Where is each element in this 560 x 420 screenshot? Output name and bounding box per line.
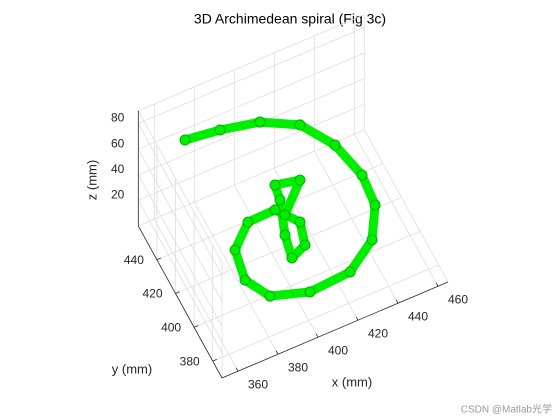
point <box>356 169 368 181</box>
grid-line <box>273 167 359 321</box>
x-tick-label: 440 <box>408 309 428 323</box>
grid-line <box>137 200 223 353</box>
tick-mark <box>193 325 199 328</box>
box-edge <box>138 129 365 227</box>
z-tick-label: 20 <box>111 187 125 201</box>
tick-mark <box>212 359 217 362</box>
chart-title: 3D Archimedean spiral (Fig 3c) <box>194 11 386 27</box>
box-edge <box>138 14 365 112</box>
y-tick-label: 420 <box>142 287 162 301</box>
x-tick-label: 460 <box>448 292 468 306</box>
point <box>294 174 306 186</box>
point <box>264 290 276 302</box>
point <box>294 216 306 228</box>
x-axis-label: x (mm) <box>332 374 372 389</box>
box-edge <box>137 110 223 263</box>
tick-mark <box>435 282 439 287</box>
point <box>299 239 311 251</box>
grid-line <box>233 184 319 338</box>
point <box>179 134 191 146</box>
y-tick-label: 440 <box>124 253 144 267</box>
box-edge <box>363 129 449 283</box>
point <box>279 209 291 221</box>
x-tick-label: 420 <box>368 326 388 340</box>
grid-line <box>137 123 223 276</box>
point <box>269 204 281 216</box>
point <box>286 252 298 264</box>
x-tick-label: 360 <box>248 377 268 391</box>
point <box>274 194 286 206</box>
x-tick-label: 400 <box>328 343 348 357</box>
point <box>294 119 306 131</box>
grid-line <box>193 201 279 355</box>
tick-mark <box>175 291 180 294</box>
point <box>214 124 226 136</box>
grid-line <box>212 264 439 362</box>
point <box>304 286 316 298</box>
tick-mark <box>315 333 319 338</box>
z-tick-label: 80 <box>111 111 125 125</box>
point <box>239 274 251 286</box>
z-axis-label: z (mm) <box>84 160 99 200</box>
tick-mark <box>275 350 279 355</box>
point <box>369 199 381 211</box>
z-tick-label: 60 <box>111 136 125 150</box>
grid-line <box>313 150 399 304</box>
point <box>269 179 281 191</box>
grid-line <box>193 230 421 328</box>
point <box>242 216 254 228</box>
grid-line <box>137 174 223 327</box>
point <box>344 266 356 278</box>
y-axis <box>137 225 223 379</box>
z-tick-label: 40 <box>111 162 125 176</box>
point <box>254 116 266 128</box>
tick-mark <box>156 257 162 261</box>
tick-mark <box>355 316 359 321</box>
x-axis <box>221 281 449 379</box>
y-tick-label: 380 <box>180 354 200 368</box>
y-tick-label: 400 <box>161 320 181 334</box>
grid-line <box>138 103 365 201</box>
point <box>279 229 291 241</box>
x-tick-label: 380 <box>288 360 308 374</box>
point <box>229 244 241 256</box>
point <box>366 234 378 246</box>
y-axis-label: y (mm) <box>112 361 152 376</box>
tick-mark <box>395 299 399 304</box>
grid-line <box>153 218 239 372</box>
grid-line <box>137 148 223 302</box>
grid-line <box>138 52 365 150</box>
grid-line <box>138 27 365 124</box>
grid-line <box>353 133 439 287</box>
point <box>329 139 341 151</box>
tick-mark <box>235 367 239 372</box>
watermark: CSDN @Matlab光学 <box>461 403 552 416</box>
